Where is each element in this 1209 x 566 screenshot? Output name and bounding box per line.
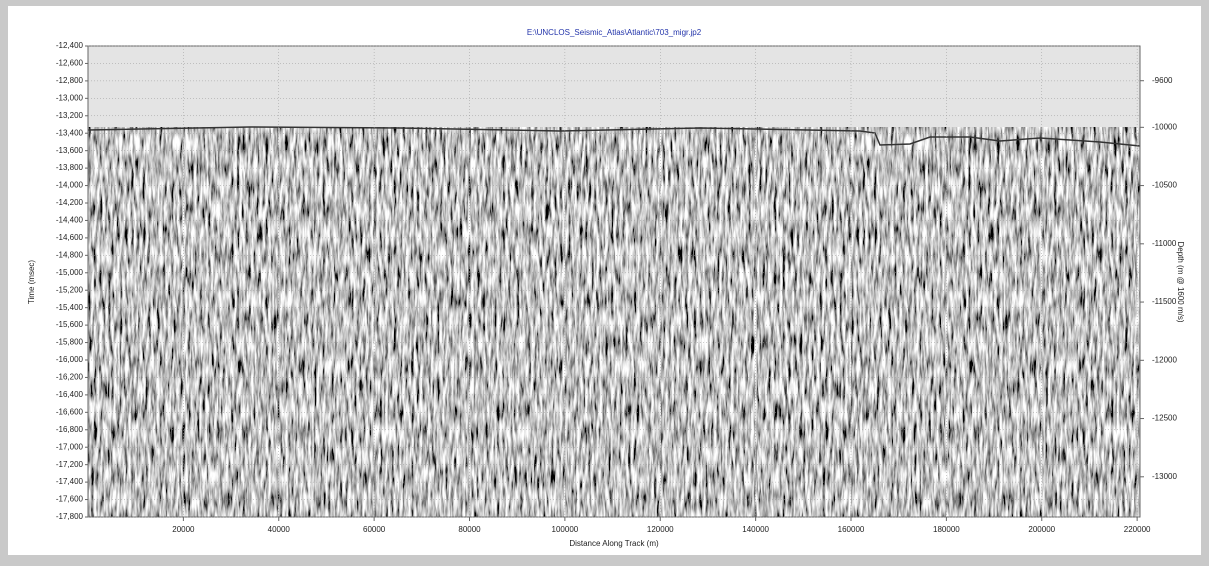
y-tick-label: -15,200 — [56, 285, 84, 294]
x-tick-label: 200000 — [1028, 525, 1055, 534]
y-tick-label: -17,200 — [56, 460, 84, 469]
x-tick-label: 160000 — [838, 525, 865, 534]
y-tick-label: -16,600 — [56, 407, 84, 416]
y-tick-label: -13,200 — [56, 111, 84, 120]
x-tick-label: 220000 — [1124, 525, 1151, 534]
y-tick-label: -15,600 — [56, 320, 84, 329]
x-tick-label: 80000 — [458, 525, 481, 534]
y-tick-label: -12,400 — [56, 41, 84, 50]
y-tick-label: -17,800 — [56, 512, 84, 521]
seismic-section — [88, 46, 1140, 517]
y-tick-label: -14,400 — [56, 216, 84, 225]
y2-tick-label: -10000 — [1152, 122, 1177, 131]
y-tick-label: -13,800 — [56, 163, 84, 172]
y-tick-label: -13,400 — [56, 128, 84, 137]
x-tick-label: 100000 — [552, 525, 579, 534]
y-tick-label: -14,800 — [56, 250, 84, 259]
y2-tick-label: -10500 — [1152, 181, 1177, 190]
y2-tick-label: -11500 — [1152, 297, 1177, 306]
y-tick-label: -16,400 — [56, 390, 84, 399]
y-tick-label: -17,600 — [56, 495, 84, 504]
y-tick-label: -14,200 — [56, 198, 84, 207]
y-tick-label: -14,000 — [56, 181, 84, 190]
y2-tick-label: -12500 — [1152, 414, 1177, 423]
y2-tick-label: -12000 — [1152, 355, 1177, 364]
y-tick-label: -15,800 — [56, 338, 84, 347]
y2-tick-label: -9600 — [1152, 76, 1173, 85]
y-tick-label: -15,400 — [56, 303, 84, 312]
y-tick-label: -14,600 — [56, 233, 84, 242]
x-tick-label: 60000 — [363, 525, 386, 534]
y-tick-label: -16,200 — [56, 373, 84, 382]
y-tick-label: -13,600 — [56, 146, 84, 155]
x-tick-label: 140000 — [742, 525, 769, 534]
x-tick-label: 20000 — [172, 525, 195, 534]
y2-axis-label: Depth (m @ 1600 m/s) — [1176, 241, 1185, 322]
y-tick-label: -15,000 — [56, 268, 84, 277]
seismic-viewer: E:\UNCLOS_Seismic_Atlas\Atlantic\703_mig… — [0, 0, 1209, 561]
y-axis-label: Time (msec) — [27, 260, 36, 304]
x-tick-label: 40000 — [268, 525, 291, 534]
x-tick-label: 180000 — [933, 525, 960, 534]
y-tick-label: -12,800 — [56, 76, 84, 85]
y-tick-label: -16,800 — [56, 425, 84, 434]
y2-tick-label: -13000 — [1152, 472, 1177, 481]
x-tick-label: 120000 — [647, 525, 674, 534]
y-tick-label: -12,600 — [56, 59, 84, 68]
y-tick-label: -17,400 — [56, 477, 84, 486]
y2-tick-label: -11000 — [1152, 239, 1177, 248]
y-tick-label: -16,000 — [56, 355, 84, 364]
y-tick-label: -13,000 — [56, 93, 84, 102]
chart-title: E:\UNCLOS_Seismic_Atlas\Atlantic\703_mig… — [527, 28, 702, 37]
x-axis-label: Distance Along Track (m) — [569, 539, 659, 548]
y-tick-label: -17,000 — [56, 442, 84, 451]
